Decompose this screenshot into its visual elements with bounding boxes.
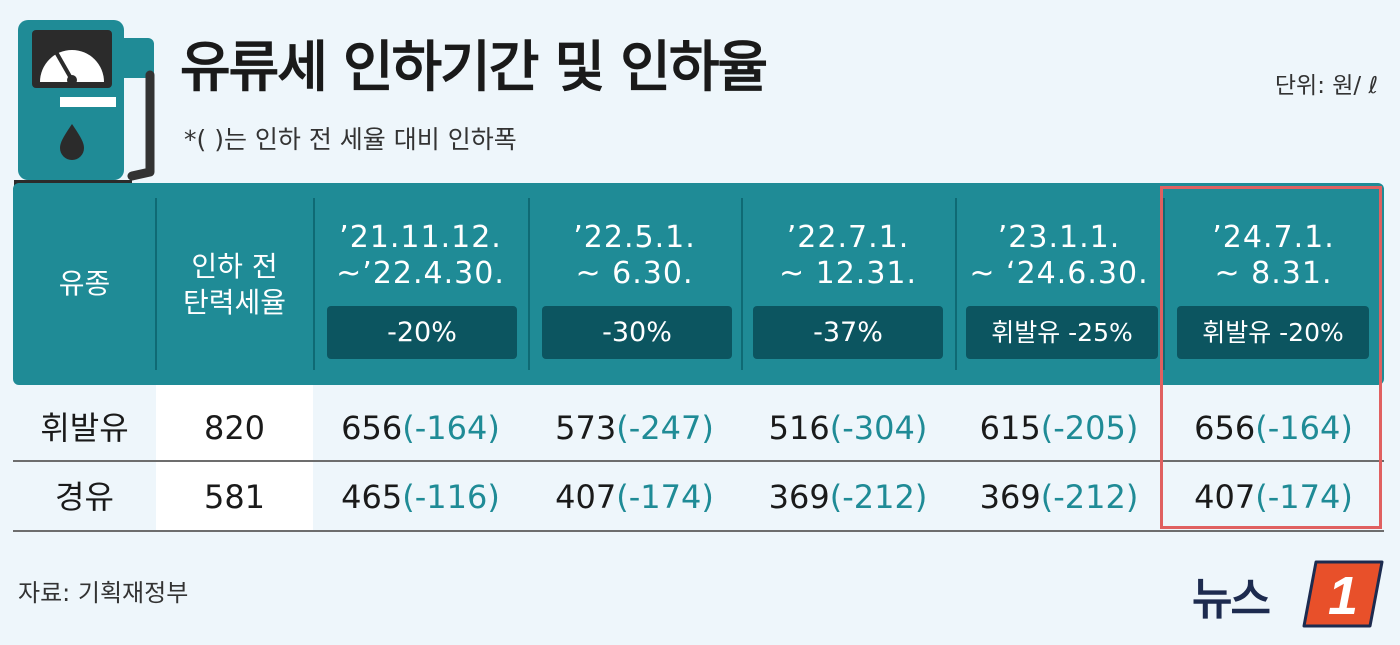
period-start: ’22.5.1. <box>573 220 696 255</box>
rate-value: 369 <box>979 478 1041 516</box>
rate-cell: 573(-247) <box>528 393 741 463</box>
rate-delta: (-174) <box>616 478 714 516</box>
rate-badge: -30% <box>542 306 732 359</box>
header-period: ’22.5.1. ~ 6.30. -30% <box>528 183 741 385</box>
period-start: ’24.7.1. <box>1212 220 1335 255</box>
rate-value: 656 <box>341 409 403 447</box>
current-period-highlight <box>1160 186 1382 529</box>
rate-cell: 407(-174) <box>528 462 741 532</box>
source-note: 자료: 기획재정부 <box>18 579 189 607</box>
rate-value: 615 <box>979 409 1041 447</box>
rate-value: 369 <box>768 478 830 516</box>
rate-cell: 656(-164) <box>1163 393 1384 463</box>
rate-badge: -37% <box>753 306 943 359</box>
rate-value: 516 <box>768 409 830 447</box>
header-period: ’23.1.1. ~ ‘24.6.30. 휘발유 -25% <box>955 183 1163 385</box>
header-period: ’21.11.12. ~’22.4.30. -20% <box>313 183 528 385</box>
rate-value: 407 <box>555 478 617 516</box>
period-end: ~’22.4.30. <box>336 256 505 291</box>
rate-value: 573 <box>555 409 617 447</box>
rate-delta: (-304) <box>829 409 928 447</box>
rate-delta: (-212) <box>1040 478 1139 516</box>
header-divider <box>313 198 315 370</box>
rate-cell: 615(-205) <box>955 393 1163 463</box>
fuel-type: 경유 <box>55 478 114 516</box>
rate-cell: 516(-304) <box>741 393 955 463</box>
header-divider <box>1163 198 1165 370</box>
rate-delta: (-212) <box>829 478 928 516</box>
rate-delta: (-247) <box>616 409 714 447</box>
period-end: ~ 12.31. <box>778 256 918 291</box>
rate-delta: (-174) <box>1255 478 1353 516</box>
news1-logo-number: 1 <box>1328 566 1358 626</box>
period-start: ’23.1.1. <box>997 220 1121 255</box>
header-divider <box>528 198 530 370</box>
base-rate-value: 581 <box>203 478 266 516</box>
header-base-line2: 탄력세율 <box>182 286 287 319</box>
rate-cell: 465(-116) <box>313 462 528 532</box>
base-rate-column-bg <box>156 385 313 530</box>
rate-value: 465 <box>341 478 403 516</box>
table-row: 휘발유 820 656(-164) 573(-247) 516(-304) 61… <box>13 393 1384 463</box>
fuel-pump-icon <box>14 20 155 192</box>
header-divider <box>955 198 957 370</box>
rate-badge: 휘발유 -25% <box>966 306 1158 359</box>
rate-cell: 369(-212) <box>741 462 955 532</box>
table-row: 경유 581 465(-116) 407(-174) 369(-212) 369… <box>13 462 1384 532</box>
base-rate-value: 820 <box>203 409 266 447</box>
header-period: ’22.7.1. ~ 12.31. -37% <box>741 183 955 385</box>
header-divider <box>741 198 743 370</box>
rate-cell: 656(-164) <box>313 393 528 463</box>
period-start: ’21.11.12. <box>339 220 502 255</box>
header-base-line1: 인하 전 <box>191 250 278 283</box>
header-period-current: ’24.7.1. ~ 8.31. 휘발유 -20% <box>1163 183 1384 385</box>
header-divider <box>155 198 157 370</box>
period-end: ~ ‘24.6.30. <box>969 256 1149 291</box>
rate-badge: -20% <box>327 306 517 359</box>
rate-delta: (-205) <box>1040 409 1139 447</box>
rate-cell: 369(-212) <box>955 462 1163 532</box>
header-fuel: 유종 <box>13 183 156 385</box>
page-title: 유류세 인하기간 및 인하율 <box>180 35 768 99</box>
row-divider <box>13 460 1384 462</box>
header-fuel-label: 유종 <box>58 267 111 300</box>
header-base-rate: 인하 전 탄력세율 <box>156 183 313 385</box>
period-end: ~ 8.31. <box>1214 256 1333 291</box>
rate-delta: (-164) <box>402 409 500 447</box>
unit-label: 단위: 원/ ℓ <box>1274 73 1378 99</box>
footnote: *( )는 인하 전 세율 대비 인하폭 <box>184 125 517 154</box>
fuel-type: 휘발유 <box>40 409 129 447</box>
rate-delta: (-164) <box>1255 409 1353 447</box>
rate-value: 656 <box>1194 409 1256 447</box>
period-start: ’22.7.1. <box>786 220 910 255</box>
rate-value: 407 <box>1194 478 1256 516</box>
news1-logo-mark: 1 <box>1302 560 1384 628</box>
rate-badge: 휘발유 -20% <box>1177 306 1369 359</box>
news1-logo-text: 뉴스 <box>1192 574 1271 625</box>
table-bottom-rule <box>13 530 1384 532</box>
rate-delta: (-116) <box>402 478 500 516</box>
period-end: ~ 6.30. <box>575 256 694 291</box>
rate-cell: 407(-174) <box>1163 462 1384 532</box>
table-header: 유종 인하 전 탄력세율 ’21.11.12. ~’22.4.30. -20% … <box>13 183 1384 385</box>
